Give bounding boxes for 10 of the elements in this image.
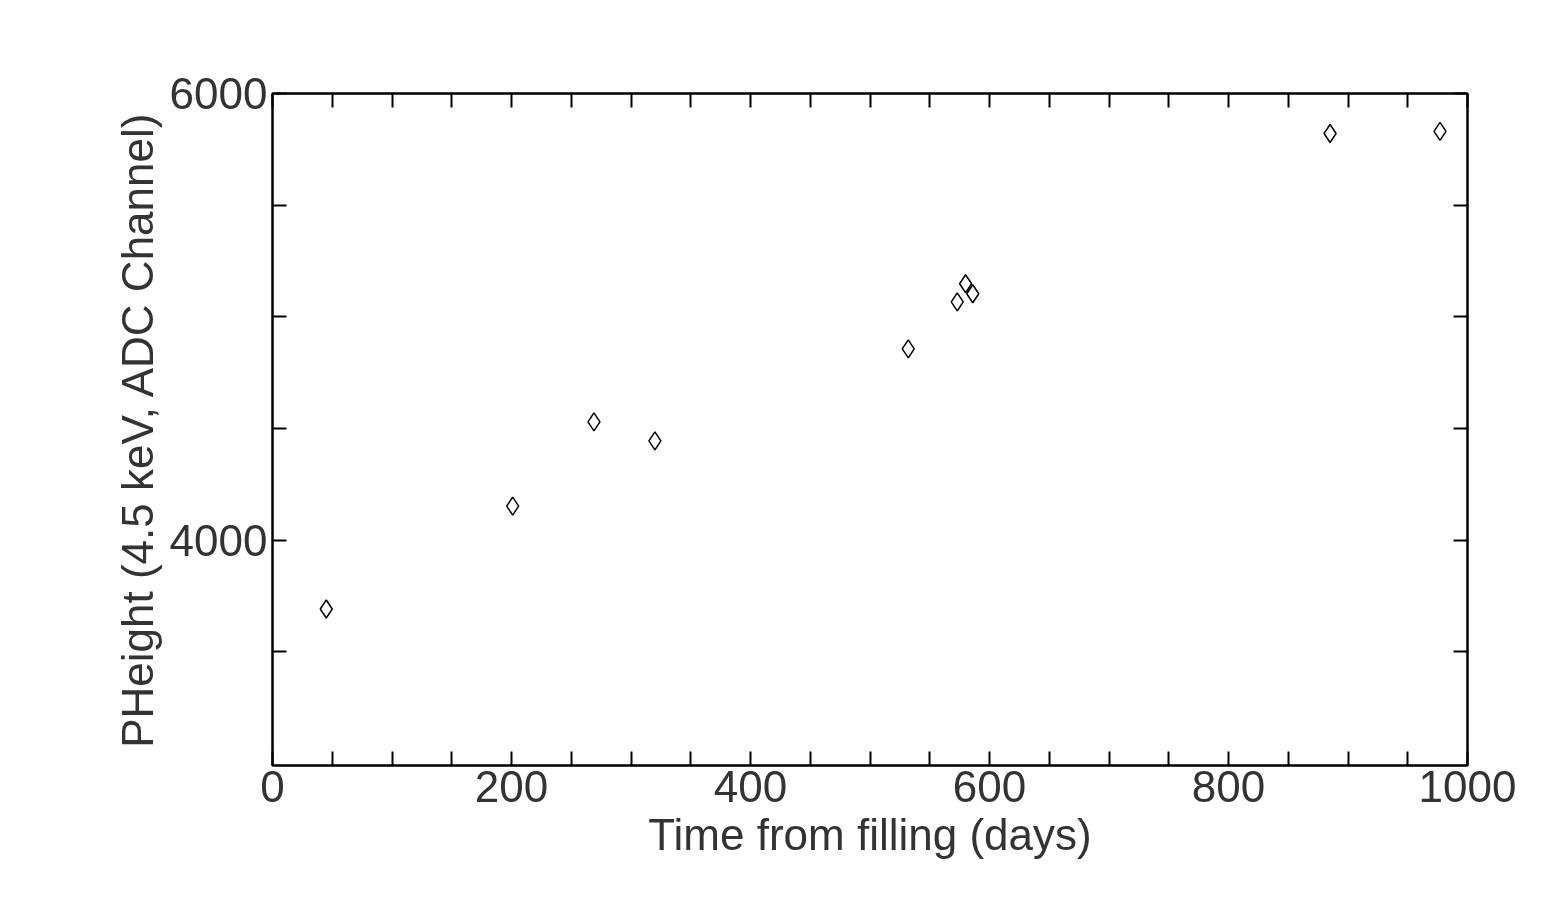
y-tick-label: 6000: [169, 69, 268, 118]
x-tick-label: 400: [713, 761, 788, 811]
x-tick-label: 600: [952, 761, 1027, 811]
y-tick-label: 4000: [169, 515, 268, 565]
x-tick-label: 0: [260, 761, 285, 811]
x-tick-label: 200: [474, 761, 549, 811]
x-tick-label: 800: [1191, 761, 1266, 811]
x-tick-label: 1000: [1418, 761, 1517, 811]
x-axis-title: Time from filling (days): [648, 809, 1092, 859]
y-axis-title: PHeight (4.5 keV, ADC Channel): [112, 113, 162, 748]
